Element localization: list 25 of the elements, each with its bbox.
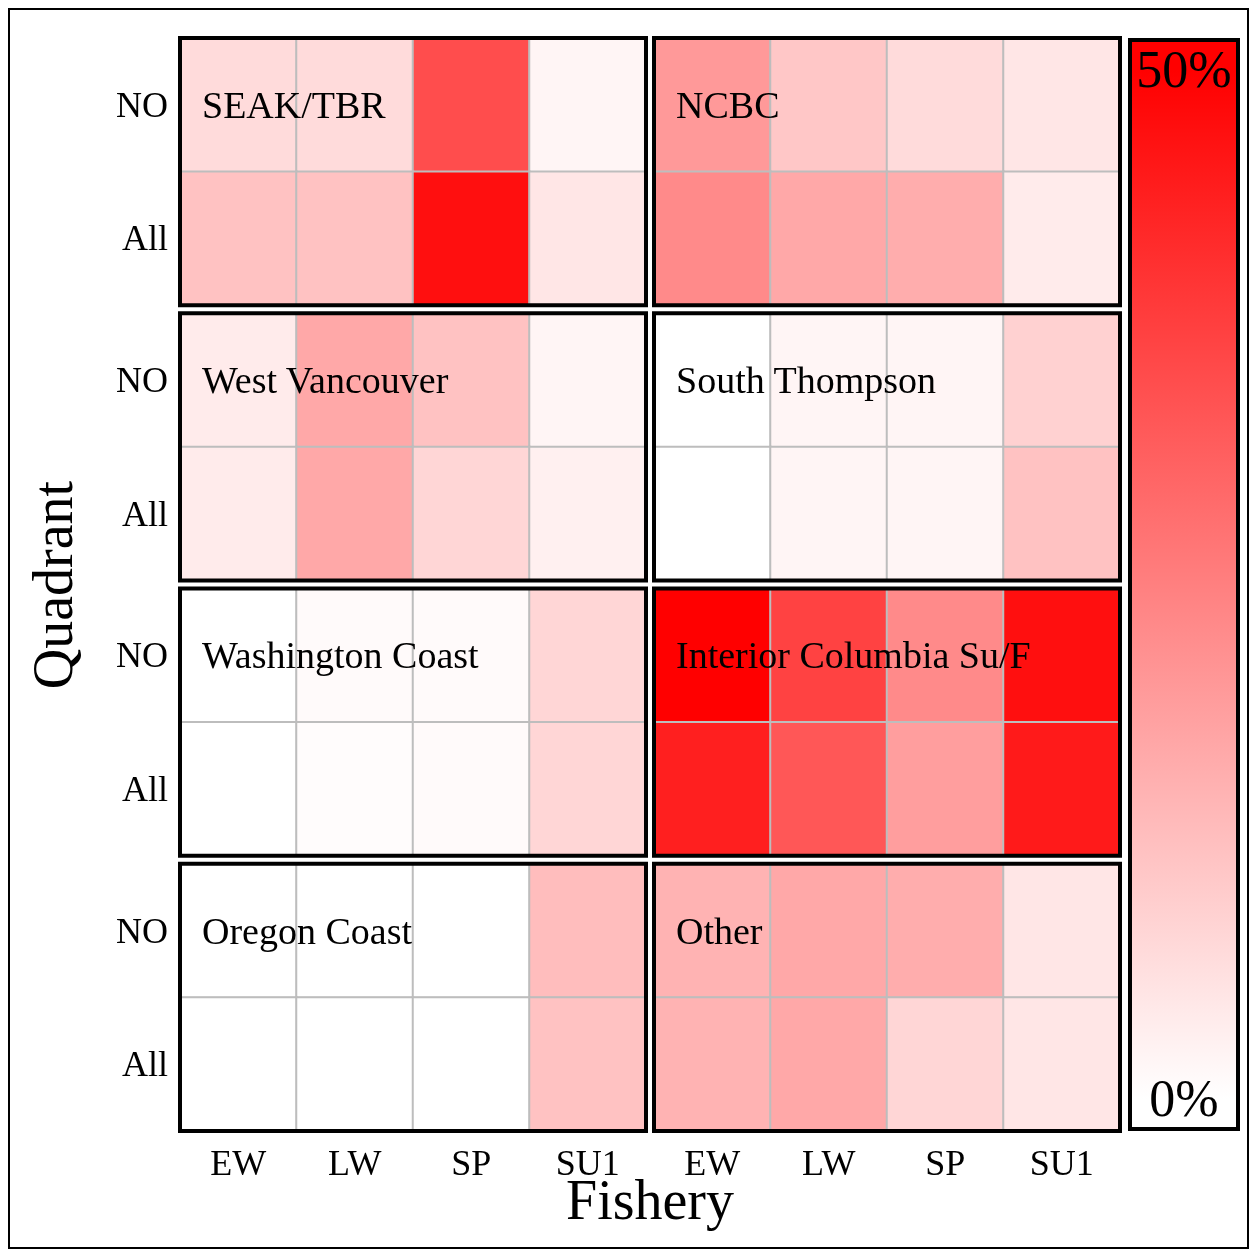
y-tick-label: All — [121, 1044, 168, 1085]
annotation: Other — [676, 909, 763, 952]
x-tick-label: SP — [925, 1143, 966, 1183]
annotation: West Vancouver — [202, 359, 449, 402]
color-bar-label: 0% — [1148, 1070, 1220, 1127]
annotation: NCBC — [676, 83, 780, 126]
x-tick-label: SU1 — [1029, 1143, 1094, 1183]
x-tick-label: EW — [210, 1143, 267, 1183]
x-tick-label: SP — [451, 1143, 492, 1183]
y-tick-label: NO — [116, 360, 168, 401]
y-axis-title: Quadrant — [22, 480, 84, 689]
y-tick-label: NO — [116, 910, 168, 951]
annotation: South Thompson — [676, 359, 937, 402]
color-bar-label: 50% — [1135, 41, 1233, 98]
annotation: SEAK/TBR — [202, 83, 387, 126]
annotation: Oregon Coast — [202, 909, 413, 952]
y-tick-label: NO — [116, 635, 168, 676]
x-tick-label: LW — [802, 1143, 856, 1183]
y-tick-label: NO — [116, 84, 168, 125]
x-tick-label: EW — [684, 1143, 741, 1183]
y-tick-label: All — [121, 493, 168, 534]
annotation: Washington Coast — [202, 634, 480, 677]
x-tick-label: LW — [328, 1143, 382, 1183]
y-tick-label: All — [121, 218, 168, 259]
y-tick-label: All — [121, 768, 168, 809]
